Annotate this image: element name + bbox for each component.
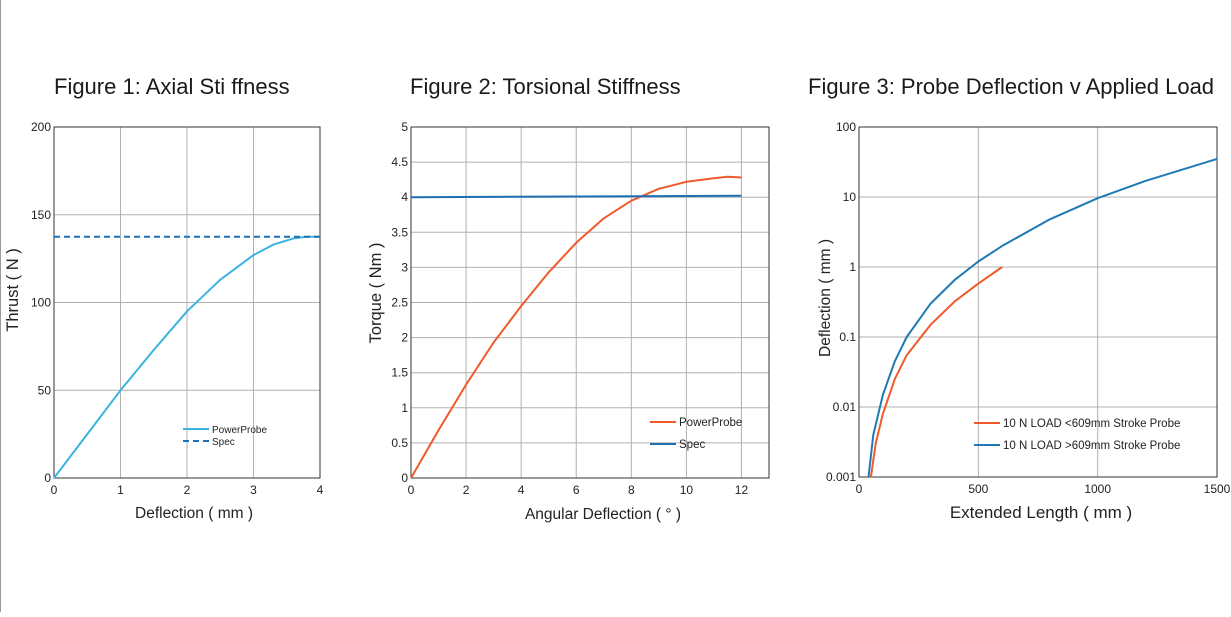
chart-title: Figure 2: Torsional Stiffness: [410, 74, 681, 99]
series-line-1: [410, 175, 742, 479]
left-edge-rule: [0, 0, 1, 612]
x-tick-label: 12: [735, 483, 749, 497]
x-tick-label: 6: [573, 483, 580, 497]
x-tick-label: 1500: [1204, 482, 1231, 496]
y-tick-label: 100: [31, 296, 51, 310]
x-axis-label: Extended Length ( mm ): [950, 503, 1132, 522]
series-line-1: [53, 235, 320, 479]
x-tick-label: 500: [968, 482, 988, 496]
y-tick-label: 100: [836, 120, 856, 134]
x-axis-label: Deflection ( mm ): [135, 505, 253, 522]
x-tick-label: 10: [680, 483, 694, 497]
y-tick-label: 4.5: [391, 155, 408, 169]
y-tick-label: 1: [401, 401, 408, 415]
x-tick-label: 2: [184, 483, 191, 497]
plot-frame: [858, 126, 1218, 478]
series-group: [867, 157, 1218, 478]
y-tick-label: 1.5: [391, 366, 408, 380]
x-tick-label: 2: [463, 483, 470, 497]
y-axis-label: Thrust ( N ): [4, 248, 22, 331]
x-tick-label: 3: [250, 483, 257, 497]
series-line-2: [410, 194, 742, 199]
legend-label: 10 N LOAD <609mm Stroke Probe: [1003, 418, 1180, 430]
tick-labels: 0 50 100 150 200 0 1 2 3 4: [31, 120, 324, 497]
y-tick-label: 0.001: [826, 470, 856, 484]
chart-axial-stiffness: Figure 1: Axial Sti ffness 0 50 100 150 200 0…: [0, 0, 400, 617]
legend: PowerProbe Spec: [650, 417, 742, 451]
y-axis-label: Deflection ( mm ): [817, 239, 834, 357]
legend: 10 N LOAD <609mm Stroke Probe 10 N LOAD >…: [974, 418, 1180, 452]
legend-label: Spec: [212, 437, 235, 448]
x-tick-label: 4: [317, 483, 324, 497]
series-line-2: [867, 157, 1218, 478]
y-axis-label: Torque ( Nm ): [367, 243, 385, 344]
y-tick-label: 0.01: [833, 400, 857, 414]
x-tick-label: 4: [518, 483, 525, 497]
legend-label: Spec: [679, 439, 705, 451]
y-tick-label: 0.1: [839, 330, 856, 344]
x-tick-label: 0: [856, 482, 863, 496]
y-tick-label: 2: [401, 331, 408, 345]
y-tick-label: 0: [401, 471, 408, 485]
series-group: [53, 235, 324, 479]
chart-title: Figure 3: Probe Deflection v Applied Loa…: [808, 74, 1215, 99]
x-tick-label: 1: [117, 483, 124, 497]
tick-labels: 0 0.5 1 1.5 2 2.5 3 3.5 4 4.5 5 0 2 4 6 8 10 12: [391, 120, 748, 497]
legend-label: PowerProbe: [679, 417, 742, 429]
legend-label: 10 N LOAD >609mm Stroke Probe: [1003, 440, 1180, 452]
x-tick-label: 0: [408, 483, 415, 497]
y-tick-label: 4: [401, 190, 408, 204]
chart-torsional-stiffness: Figure 2: Torsional Stiffness 0 0.5 1 1.5 2 2…: [367, 74, 770, 523]
torsional-stiffness-plot: 0 0.5 1 1.5 2 2.5 3 3.5 4 4.5 5 0 2 4 6 8 10 12 PowerProbe…: [367, 120, 770, 523]
x-tick-label: 1000: [1084, 482, 1111, 496]
plot-frame: [53, 126, 321, 479]
legend-label: PowerProbe: [212, 425, 267, 436]
y-tick-label: 200: [31, 120, 51, 134]
x-tick-label: 8: [628, 483, 635, 497]
series-line-1: [869, 266, 1003, 478]
x-axis-label: Angular Deflection ( ° ): [525, 506, 681, 523]
plot-frame: [410, 126, 770, 479]
y-tick-label: 50: [38, 383, 52, 397]
y-tick-label: 3: [401, 260, 408, 274]
y-tick-label: 0.5: [391, 436, 408, 450]
y-tick-label: 150: [31, 208, 51, 222]
x-tick-label: 0: [51, 483, 58, 497]
y-tick-label: 0: [44, 471, 51, 485]
chart-title: Figure 1: Axial Sti ffness: [54, 74, 290, 99]
y-tick-label: 3.5: [391, 225, 408, 239]
y-tick-label: 10: [843, 190, 857, 204]
y-tick-label: 5: [401, 120, 408, 134]
y-tick-label: 1: [849, 260, 856, 274]
y-tick-label: 2.5: [391, 296, 408, 310]
series-group: [410, 175, 742, 479]
